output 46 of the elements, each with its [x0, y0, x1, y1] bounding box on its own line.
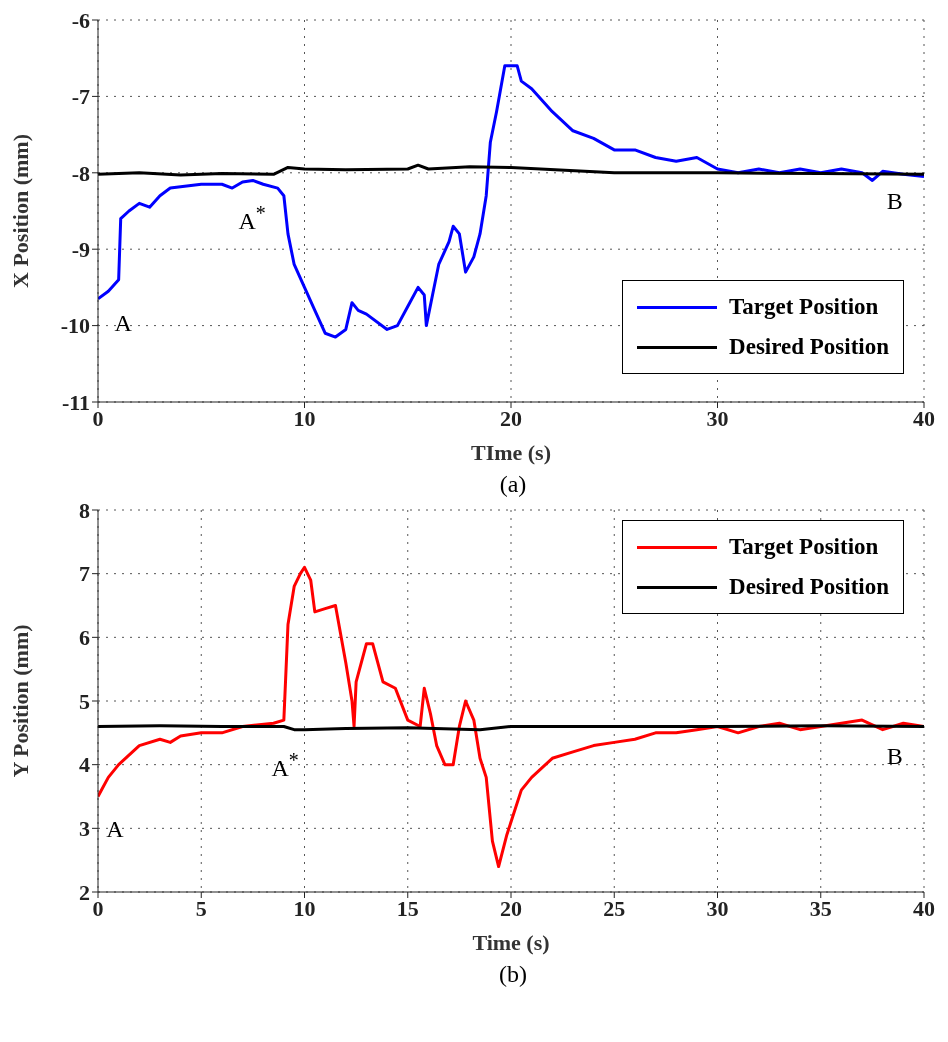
x-tick-label: 0 — [92, 405, 104, 431]
y-tick-label: -11 — [61, 389, 90, 415]
line-series — [98, 565, 924, 869]
y-tick-label: 2 — [79, 879, 90, 905]
annotation: B — [886, 743, 903, 770]
annotation: B — [886, 188, 903, 215]
x-tick-label: 10 — [293, 405, 316, 431]
y-tick-label: -8 — [71, 160, 90, 186]
x-tick-label: 40 — [913, 895, 935, 921]
y-tick-label: 5 — [79, 688, 90, 714]
legend-label: Target Position — [729, 293, 879, 321]
x-tick-label: 30 — [706, 895, 729, 921]
annotation: A — [114, 310, 132, 337]
y-axis-title: Y Position (mm) — [7, 624, 33, 778]
y-tick-label: -10 — [60, 313, 90, 339]
x-tick-label: 10 — [293, 895, 316, 921]
y-tick-label: 7 — [79, 561, 90, 587]
line-series — [98, 64, 924, 339]
legend-label: Target Position — [729, 533, 879, 561]
x-tick-label: 20 — [500, 405, 522, 431]
y-tick-label: -9 — [71, 237, 90, 263]
x-axis-title: Time (s) — [472, 930, 550, 955]
annotation: A — [106, 815, 124, 842]
x-tick-label: 15 — [396, 895, 419, 921]
x-tick-label: 25 — [603, 895, 626, 921]
x-tick-label: 40 — [913, 405, 935, 431]
annotation: A$^{*}$ — [271, 747, 299, 781]
text: (a) — [498, 470, 528, 498]
text: (b) — [498, 960, 528, 988]
x-tick-label: 5 — [195, 895, 207, 921]
legend-label: Desired Position — [729, 573, 889, 601]
x-tick-label: 30 — [706, 405, 729, 431]
x-tick-label: 20 — [500, 895, 522, 921]
annotation: A$^{*}$ — [238, 200, 266, 234]
y-tick-label: -7 — [71, 84, 90, 110]
x-tick-label: 0 — [92, 895, 104, 921]
line-series — [98, 163, 924, 177]
x-tick-label: 35 — [809, 895, 832, 921]
y-axis-title: X Position (mm) — [7, 134, 33, 288]
y-tick-label: 3 — [79, 816, 90, 842]
y-tick-label: 8 — [79, 497, 90, 523]
x-axis-title: TIme (s) — [470, 440, 552, 465]
legend-label: Desired Position — [729, 333, 889, 361]
y-tick-label: 4 — [79, 752, 90, 778]
y-tick-label: -6 — [71, 7, 90, 33]
y-tick-label: 6 — [79, 625, 90, 651]
